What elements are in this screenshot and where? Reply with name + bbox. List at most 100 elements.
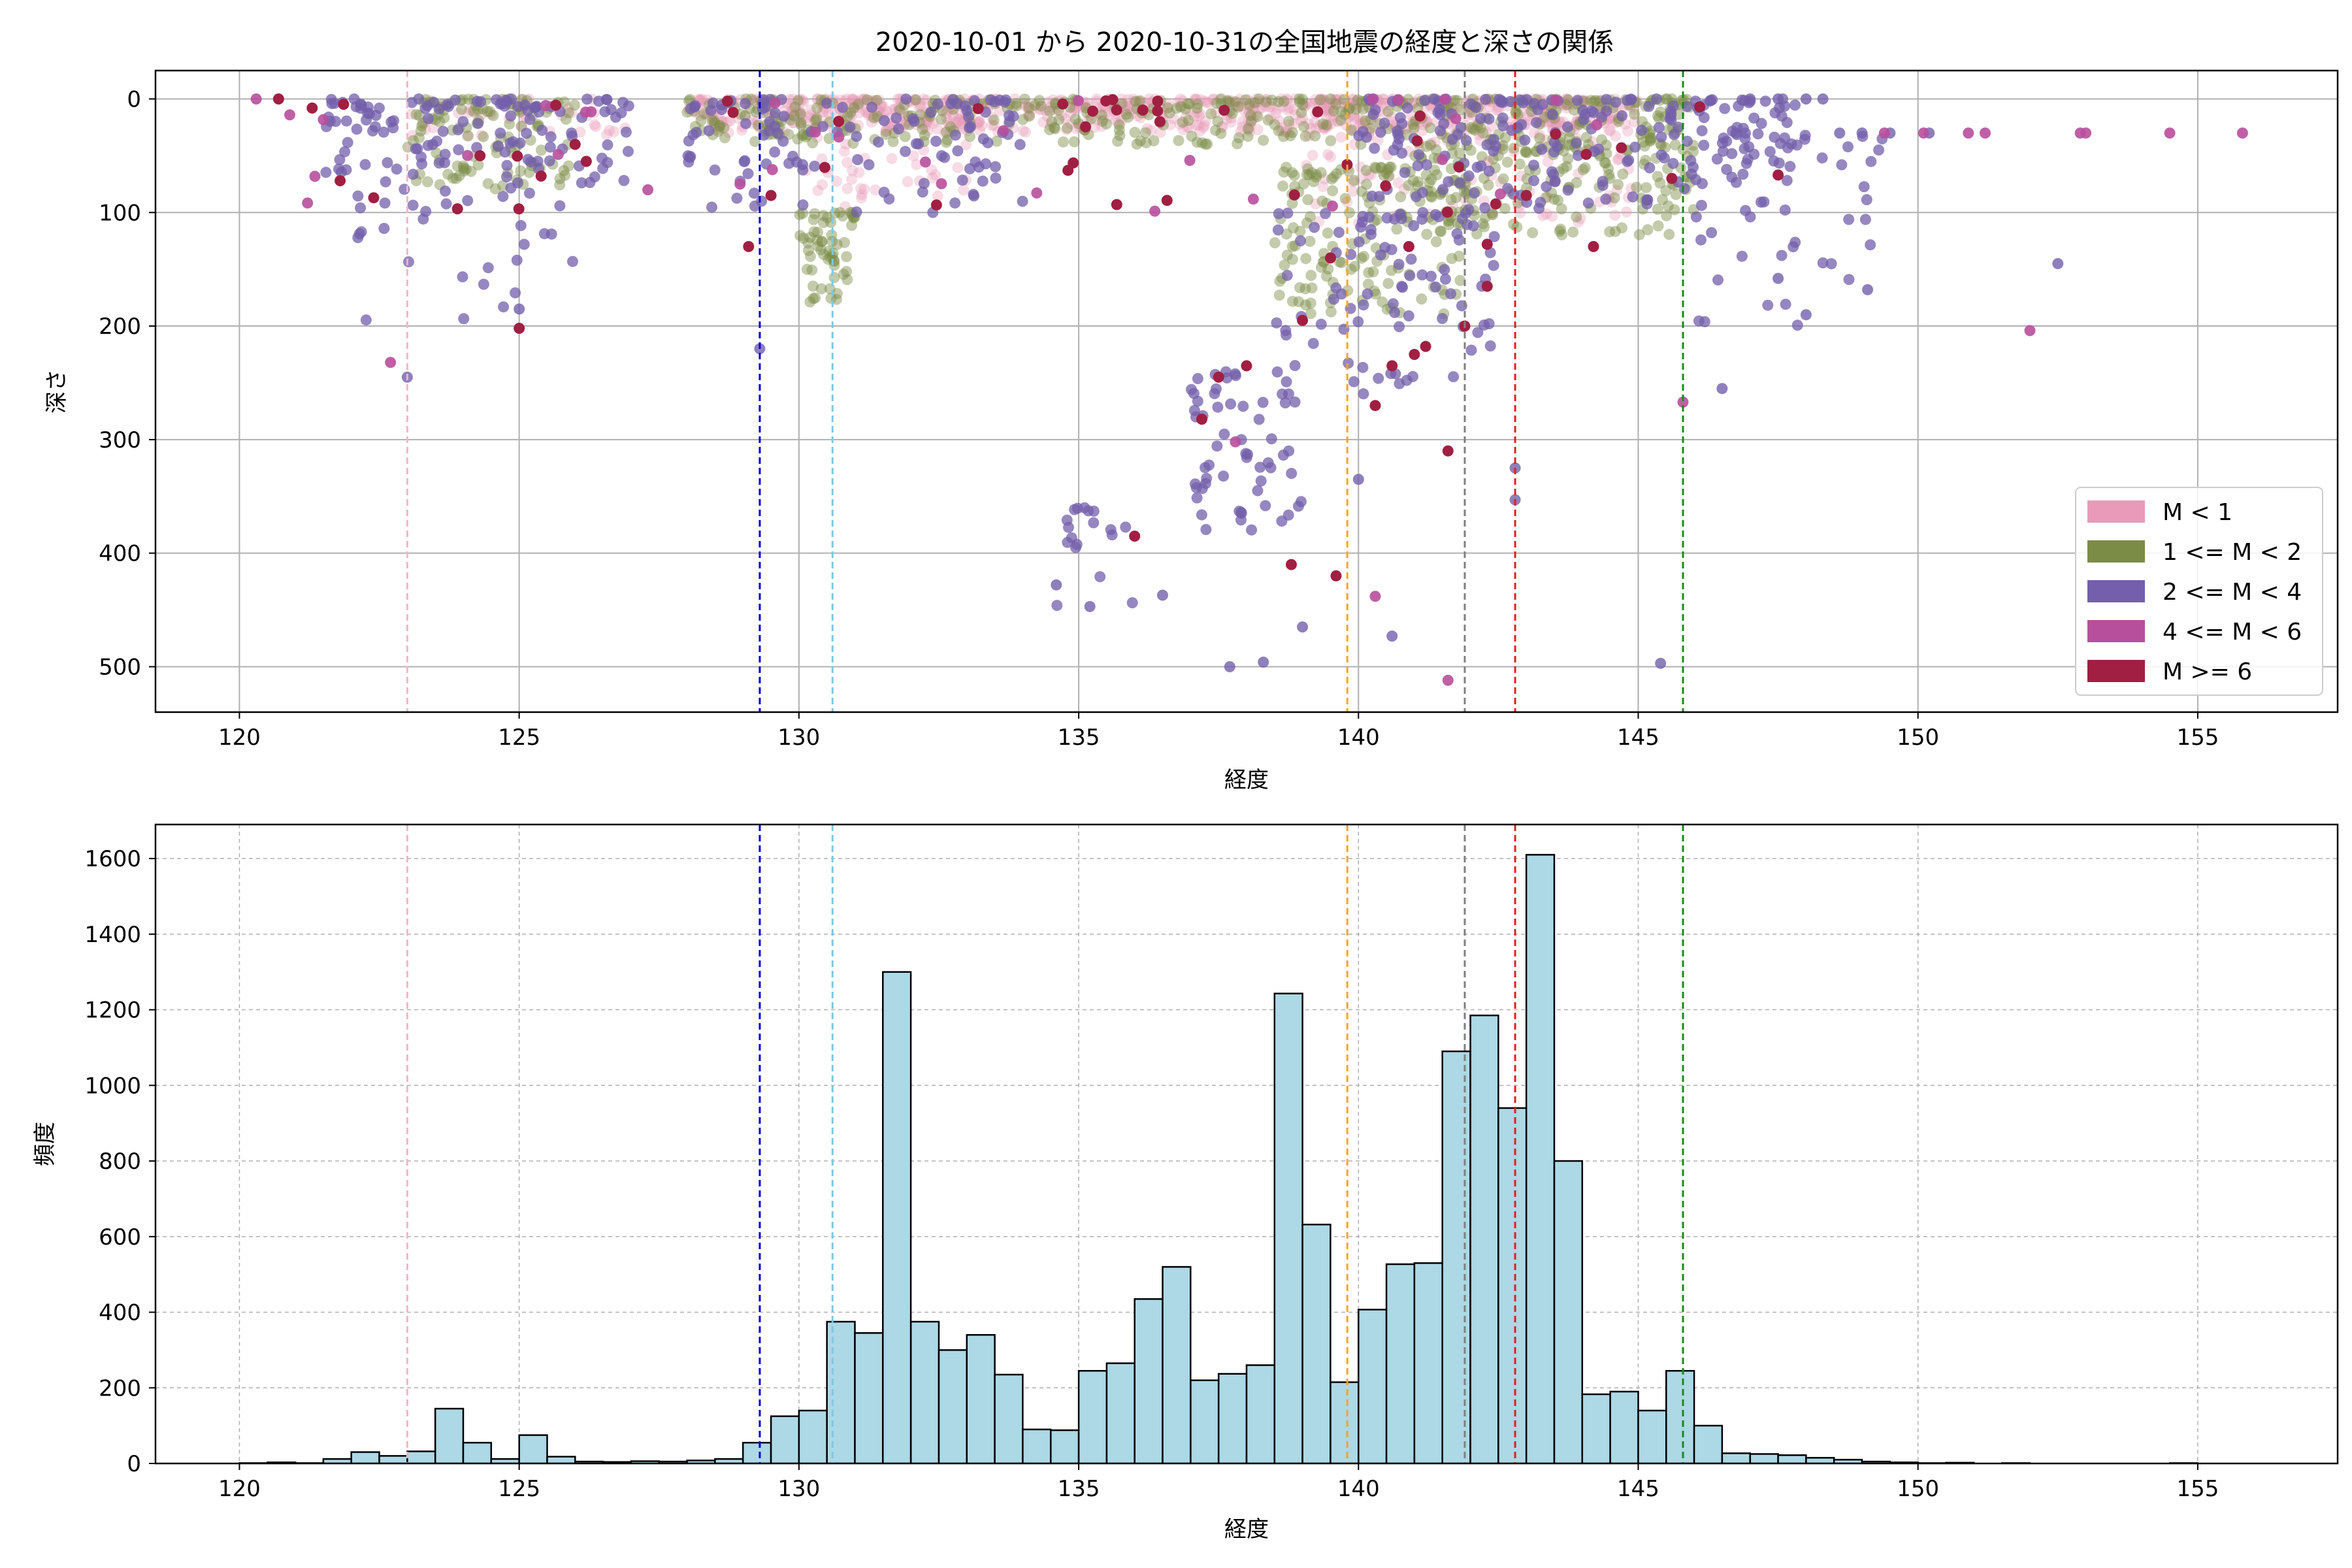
scatter-point bbox=[1283, 116, 1295, 127]
scatter-point bbox=[1175, 101, 1186, 112]
scatter-point bbox=[1752, 128, 1764, 140]
scatter-point bbox=[540, 100, 551, 111]
scatter-point bbox=[808, 293, 819, 304]
scatter-point bbox=[1276, 93, 1288, 105]
scatter-point bbox=[1200, 139, 1211, 150]
scatter-point bbox=[1032, 98, 1044, 110]
scatter-point bbox=[1616, 222, 1627, 234]
scatter-point bbox=[380, 176, 391, 188]
scatter-point bbox=[945, 98, 956, 110]
scatter-point bbox=[713, 123, 725, 135]
scatter-point bbox=[1578, 114, 1590, 125]
scatter-point bbox=[1561, 99, 1573, 110]
scatter-point bbox=[420, 206, 432, 218]
scatter-point bbox=[1232, 138, 1243, 150]
histogram-bar bbox=[1609, 1390, 1639, 1463]
scatter-point bbox=[817, 121, 828, 133]
scatter-point bbox=[1091, 114, 1103, 125]
scatter-point bbox=[721, 95, 733, 107]
histogram-bar bbox=[546, 1456, 576, 1463]
scatter-point bbox=[585, 106, 597, 118]
scatter-point bbox=[809, 114, 821, 126]
scatter-point bbox=[1111, 199, 1122, 210]
scatter-point bbox=[811, 93, 823, 105]
scatter-point bbox=[959, 100, 971, 112]
scatter-point bbox=[1348, 174, 1360, 186]
scatter-point bbox=[866, 111, 877, 122]
legend-item: M >= 6 bbox=[2087, 659, 2252, 685]
scatter-point bbox=[1120, 108, 1132, 120]
scatter-point bbox=[518, 238, 530, 250]
scatter-point bbox=[1181, 122, 1193, 133]
scatter-point bbox=[900, 93, 912, 105]
scatter-point bbox=[1420, 340, 1431, 352]
scatter-point bbox=[856, 93, 868, 105]
scatter-point bbox=[497, 191, 509, 203]
scatter-point bbox=[1360, 115, 1371, 127]
scatter-point bbox=[514, 323, 525, 334]
histogram-bar bbox=[378, 1455, 408, 1463]
scatter-vlines bbox=[406, 71, 1684, 712]
scatter-point bbox=[1442, 445, 1454, 457]
scatter-point bbox=[1199, 120, 1210, 131]
scatter-point bbox=[853, 101, 864, 113]
scatter-point bbox=[590, 121, 602, 133]
scatter-point bbox=[1780, 299, 1791, 310]
scatter-point bbox=[1356, 186, 1367, 197]
scatter-point bbox=[795, 95, 806, 106]
scatter-point bbox=[1119, 100, 1131, 112]
scatter-point bbox=[1348, 113, 1360, 125]
scatter-point bbox=[1224, 96, 1236, 107]
scatter-point bbox=[1426, 270, 1437, 282]
legend-swatch bbox=[2087, 540, 2145, 563]
histogram-bar bbox=[1581, 1393, 1611, 1463]
scatter-point bbox=[1534, 129, 1546, 141]
scatter-point bbox=[1200, 116, 1211, 127]
scatter-point bbox=[1331, 115, 1343, 127]
scatter-point bbox=[1511, 221, 1523, 233]
scatter-point bbox=[1499, 132, 1511, 144]
scatter-point bbox=[892, 93, 904, 105]
scatter-point bbox=[1541, 181, 1552, 193]
scatter-point bbox=[826, 251, 838, 263]
scatter-point bbox=[855, 97, 866, 108]
scatter-point bbox=[339, 146, 351, 157]
scatter-point bbox=[440, 198, 452, 210]
scatter-point bbox=[1281, 250, 1293, 261]
scatter-point bbox=[468, 105, 480, 117]
scatter-point bbox=[1322, 103, 1333, 114]
scatter-point bbox=[1060, 113, 1071, 125]
scatter-point bbox=[1497, 120, 1509, 131]
scatter-point bbox=[1610, 130, 1622, 142]
scatter-point bbox=[1450, 191, 1462, 203]
scatter-point bbox=[1084, 600, 1096, 612]
scatter-point bbox=[489, 183, 501, 195]
scatter-point bbox=[1597, 180, 1609, 191]
scatter-point bbox=[1396, 213, 1407, 225]
scatter-point bbox=[1315, 167, 1327, 178]
scatter-point bbox=[900, 146, 911, 157]
scatter-point bbox=[1119, 105, 1130, 116]
scatter-point bbox=[1654, 177, 1666, 189]
scatter-point bbox=[874, 94, 885, 106]
scatter-point bbox=[1670, 189, 1682, 201]
scatter-point bbox=[1235, 125, 1247, 137]
scatter-point bbox=[1218, 470, 1230, 482]
scatter-point bbox=[1963, 127, 1974, 139]
scatter-point bbox=[1020, 126, 1032, 138]
scatter-point bbox=[1301, 169, 1313, 180]
scatter-point bbox=[1599, 157, 1610, 169]
scatter-point bbox=[1561, 93, 1573, 105]
scatter-point bbox=[769, 97, 781, 109]
scatter-point bbox=[1262, 114, 1274, 126]
scatter-point bbox=[434, 116, 446, 127]
scatter-point bbox=[1418, 119, 1429, 131]
scatter-point bbox=[1531, 117, 1542, 129]
scatter-point bbox=[1041, 110, 1053, 122]
scatter-point bbox=[817, 179, 828, 191]
scatter-point bbox=[1345, 124, 1357, 136]
scatter-point bbox=[1420, 140, 1432, 152]
scatter-point bbox=[1562, 184, 1574, 196]
scatter-point bbox=[1303, 130, 1315, 142]
scatter-point bbox=[1791, 319, 1803, 331]
